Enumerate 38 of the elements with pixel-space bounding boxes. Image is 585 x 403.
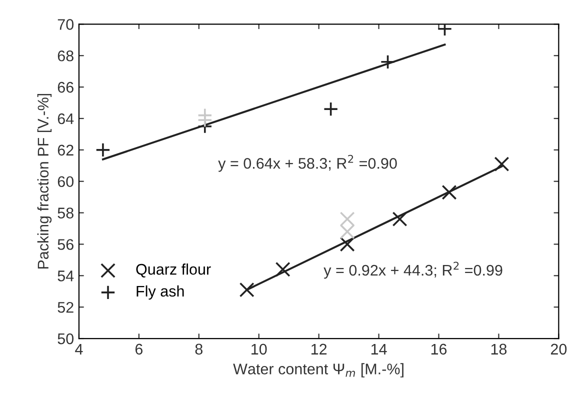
y-tick-label: 56 bbox=[58, 239, 74, 250]
point bbox=[437, 24, 452, 36]
point bbox=[275, 262, 290, 277]
point bbox=[239, 282, 254, 298]
point bbox=[340, 212, 355, 227]
y-axis-title: Packing fraction PF [V.-%] bbox=[37, 94, 52, 269]
y-tick-label: 58 bbox=[58, 208, 74, 218]
point bbox=[323, 102, 338, 117]
point bbox=[340, 224, 355, 240]
y-tick-label: 64 bbox=[58, 113, 74, 124]
x-tick-label: 8 bbox=[195, 344, 202, 355]
x-tick-label: 18 bbox=[491, 344, 507, 355]
annotation: y = 0.92x + 44.3; R$^{2}$ =0.99 bbox=[324, 262, 502, 279]
x-tick-label: 4 bbox=[75, 344, 83, 354]
x-tick-label: 6 bbox=[135, 344, 143, 355]
y-tick-label: 68 bbox=[58, 50, 74, 62]
y-tick-label: 70 bbox=[58, 19, 74, 30]
point bbox=[442, 184, 457, 200]
x-tick-label: 12 bbox=[311, 344, 327, 354]
y-tick-label: 50 bbox=[58, 333, 74, 344]
point bbox=[340, 236, 355, 252]
point bbox=[392, 212, 408, 227]
legend-label: Quarz flour bbox=[136, 264, 211, 278]
x-tick-label: 16 bbox=[431, 344, 447, 355]
point bbox=[95, 142, 110, 158]
legend-label: Fly ash bbox=[136, 285, 184, 300]
annotation: y = 0.64x + 58.3; R$^{2}$ =0.90 bbox=[218, 154, 397, 172]
point bbox=[494, 156, 510, 172]
x-tick-label: 10 bbox=[252, 344, 267, 355]
x-tick-label: 20 bbox=[550, 344, 567, 355]
y-tick-label: 66 bbox=[58, 82, 74, 93]
y-tick-label: 52 bbox=[58, 302, 74, 313]
x-axis-title: Water content Ψ$_{m}$ [M.-%] bbox=[233, 363, 404, 378]
y-tick-label: 60 bbox=[58, 176, 74, 188]
x-tick-label: 14 bbox=[371, 344, 387, 354]
y-tick-label: 54 bbox=[58, 270, 74, 282]
point bbox=[380, 54, 396, 70]
y-tick-label: 62 bbox=[58, 144, 74, 156]
